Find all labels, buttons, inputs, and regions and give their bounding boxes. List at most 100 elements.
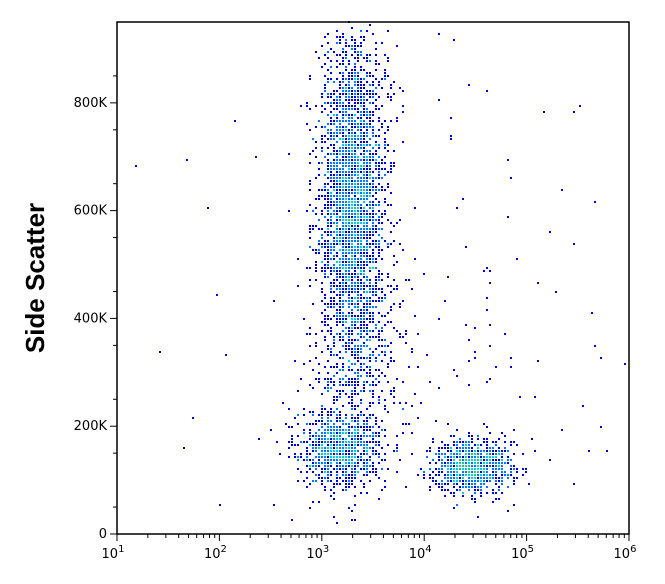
event-dot [372,426,374,428]
event-dot [354,201,356,203]
event-dot [516,471,518,473]
event-dot [366,261,368,263]
event-dot [369,390,371,392]
event-dot [360,69,362,71]
event-dot [363,99,365,101]
event-dot [348,480,350,482]
event-dot [333,441,335,443]
event-dot [348,192,350,194]
event-dot [453,465,455,467]
event-dot [336,432,338,434]
event-dot [333,138,335,140]
event-dot [372,147,374,149]
event-dot [315,213,317,215]
event-dot [330,435,332,437]
event-dot [342,33,344,35]
event-dot [378,336,380,338]
event-dot [453,39,455,41]
event-dot [330,174,332,176]
event-dot [345,471,347,473]
event-dot [381,189,383,191]
event-dot [345,321,347,323]
event-dot [387,366,389,368]
event-dot [345,468,347,470]
event-dot [411,288,413,290]
event-dot [348,105,350,107]
event-dot [327,102,329,104]
event-dot [342,165,344,167]
event-dot [375,267,377,269]
event-dot [447,465,449,467]
event-dot [327,390,329,392]
event-dot [354,57,356,59]
event-dot [348,306,350,308]
event-dot [324,447,326,449]
event-dot [348,294,350,296]
event-dot [315,345,317,347]
event-dot [477,450,479,452]
event-dot [351,354,353,356]
event-dot [255,156,257,158]
event-dot [357,210,359,212]
event-dot [393,255,395,257]
event-dot [360,411,362,413]
event-dot [339,138,341,140]
event-dot [384,174,386,176]
event-dot [342,195,344,197]
event-dot [498,447,500,449]
event-dot [288,456,290,458]
event-dot [432,471,434,473]
event-dot [360,213,362,215]
event-dot [339,483,341,485]
event-dot [330,252,332,254]
event-dot [375,42,377,44]
event-dot [339,351,341,353]
event-dot [468,444,470,446]
event-dot [336,453,338,455]
event-dot [318,240,320,242]
event-dot [339,153,341,155]
event-dot [378,162,380,164]
event-dot [357,420,359,422]
event-dot [507,474,509,476]
event-dot [369,207,371,209]
event-dot [336,333,338,335]
event-dot [321,477,323,479]
event-dot [333,300,335,302]
event-dot [354,324,356,326]
event-dot [363,198,365,200]
event-dot [366,303,368,305]
event-dot [369,72,371,74]
event-dot [537,360,539,362]
event-dot [354,120,356,122]
event-dot [363,432,365,434]
event-dot [339,120,341,122]
event-dot [438,486,440,488]
event-dot [336,447,338,449]
event-dot [327,162,329,164]
event-dot [396,222,398,224]
event-dot [369,405,371,407]
event-dot [339,291,341,293]
event-dot [348,186,350,188]
event-dot [312,471,314,473]
event-dot [333,123,335,125]
event-dot [378,339,380,341]
event-dot [339,303,341,305]
event-dot [363,36,365,38]
event-dot [486,462,488,464]
event-dot [348,267,350,269]
event-dot [393,360,395,362]
event-dot [354,486,356,488]
event-dot [333,189,335,191]
event-dot [360,204,362,206]
event-dot [330,129,332,131]
event-dot [363,324,365,326]
event-dot [369,303,371,305]
event-dot [309,468,311,470]
event-dot [342,102,344,104]
event-dot [339,270,341,272]
event-dot [495,450,497,452]
event-dot [402,249,404,251]
event-dot [348,402,350,404]
